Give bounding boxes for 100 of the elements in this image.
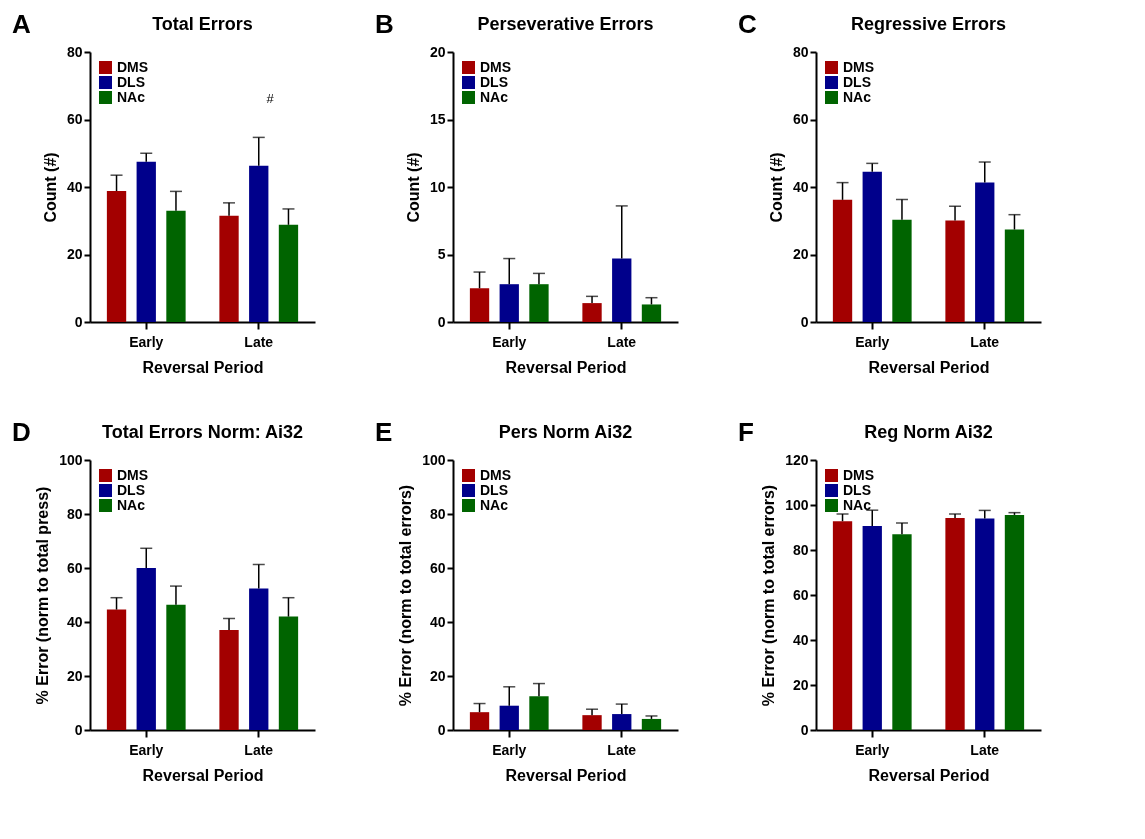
y-tick-label: 0 [800, 313, 809, 330]
bar [136, 161, 156, 322]
bar [832, 521, 853, 730]
y-tick-label: 20 [429, 667, 446, 684]
y-tick-label: 15 [429, 111, 446, 127]
bar [529, 696, 549, 730]
legend-label: DLS [480, 73, 508, 90]
y-tick-label: 10 [429, 178, 446, 195]
text: D [12, 417, 31, 447]
legend-label: NAc [117, 88, 146, 105]
bar [499, 705, 519, 730]
y-axis-title: % Error (norm to total press) [34, 486, 52, 705]
legend-label: NAc [843, 496, 872, 513]
y-tick-label: 60 [792, 586, 809, 603]
x-axis-title: Reversal Period [868, 766, 990, 784]
bar [612, 714, 632, 730]
x-axis-title: Reversal Period [868, 358, 990, 376]
y-tick-label: 80 [66, 43, 83, 60]
y-tick-label: 40 [66, 178, 83, 195]
y-tick-label: 40 [792, 178, 809, 195]
legend-label: DLS [117, 481, 145, 498]
y-tick-label: 5 [437, 246, 446, 262]
bar [641, 304, 662, 322]
y-tick-label: 100 [59, 451, 83, 468]
legend-label: DMS [843, 466, 875, 483]
text: B [375, 9, 394, 39]
legend-label: NAc [117, 496, 146, 513]
bar [892, 534, 912, 730]
bar [249, 588, 269, 730]
y-tick-label: 20 [792, 676, 809, 693]
y-tick-label: 80 [429, 505, 446, 522]
y-tick-label: 60 [429, 559, 446, 576]
bar [136, 568, 156, 730]
x-axis-title: Reversal Period [505, 358, 627, 376]
y-tick-label: 0 [437, 313, 446, 330]
bar [1004, 514, 1025, 730]
bar [278, 616, 299, 730]
x-tick-label: Early [129, 333, 164, 350]
bar [582, 715, 602, 730]
y-tick-label: 0 [74, 313, 83, 330]
x-tick-label: Early [492, 741, 527, 758]
chart-title: Pers Norm Ai32 [498, 422, 633, 442]
y-axis-title: Count (#) [767, 152, 785, 223]
x-tick-label: Early [855, 741, 890, 758]
y-tick-label: 100 [422, 451, 446, 468]
bar [945, 220, 965, 322]
x-tick-label: Late [607, 333, 637, 350]
legend-label: DMS [117, 58, 149, 75]
bar [582, 303, 602, 322]
bar [862, 171, 882, 322]
bar [975, 182, 995, 322]
bar [499, 284, 519, 322]
legend-label: NAc [480, 88, 509, 105]
y-tick-label: 40 [429, 613, 446, 630]
y-tick-label: 40 [792, 631, 809, 648]
bar [469, 288, 490, 322]
legend-label: NAc [843, 88, 872, 105]
x-tick-label: Early [492, 333, 527, 350]
y-axis-title: Count (#) [41, 152, 59, 223]
text: A [12, 9, 31, 39]
chart-title: Total Errors Norm: Ai32 [101, 422, 304, 442]
y-tick-label: 60 [66, 111, 83, 127]
bar [469, 712, 490, 730]
y-tick-label: 80 [792, 43, 809, 60]
bar [612, 258, 632, 322]
bar [975, 518, 995, 730]
bar [219, 215, 239, 322]
y-tick-label: 0 [74, 721, 83, 738]
legend-label: DMS [480, 466, 512, 483]
legend-label: DMS [480, 58, 512, 75]
bar [249, 165, 269, 322]
y-tick-label: 20 [66, 246, 83, 262]
x-axis-title: Reversal Period [142, 766, 264, 784]
y-tick-label: 60 [792, 111, 809, 127]
x-tick-label: Late [970, 333, 1000, 350]
legend-label: DMS [117, 466, 149, 483]
y-tick-label: 80 [66, 505, 83, 522]
y-axis-title: % Error (norm to total errors) [397, 484, 415, 707]
y-tick-label: 20 [66, 667, 83, 684]
bar [106, 609, 127, 730]
bar [106, 191, 127, 322]
legend-label: DLS [480, 481, 508, 498]
legend-label: DLS [843, 73, 871, 90]
y-tick-label: 80 [792, 541, 809, 558]
bar [529, 284, 549, 322]
legend-label: DLS [117, 73, 145, 90]
chart-title: Reg Norm Ai32 [864, 422, 993, 442]
text: F [738, 417, 754, 447]
chart-title: Perseverative Errors [477, 14, 654, 34]
bar [945, 518, 965, 730]
y-tick-label: 20 [792, 246, 809, 262]
chart-title: Regressive Errors [850, 14, 1007, 34]
bar [166, 210, 186, 322]
bar [166, 604, 186, 730]
text: E [375, 417, 393, 447]
legend-label: DMS [843, 58, 875, 75]
legend-label: DLS [843, 481, 871, 498]
bar [278, 224, 299, 322]
y-tick-label: 0 [800, 721, 809, 738]
y-tick-label: 0 [437, 721, 446, 738]
